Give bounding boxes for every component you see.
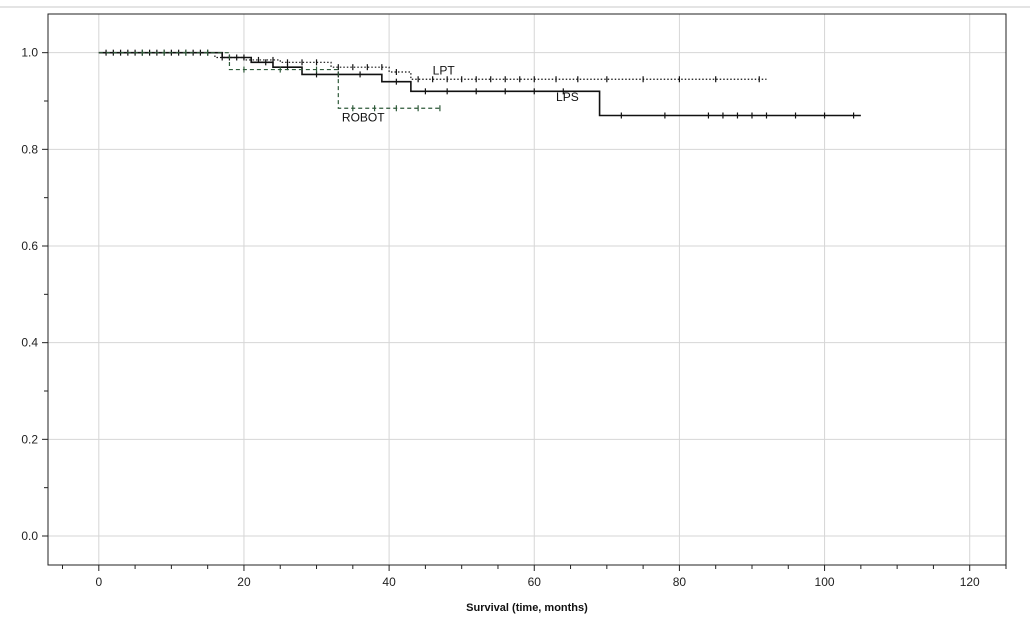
y-tick-label: 0.8: [21, 142, 38, 156]
x-tick-label: 20: [237, 575, 251, 589]
x-tick-label: 0: [95, 575, 102, 589]
series-robot: [98, 49, 441, 112]
x-tick-label: 40: [382, 575, 396, 589]
series-lps: [98, 49, 861, 119]
series-labels: LPT LPS ROBOT: [342, 63, 579, 124]
axes: 0 20 40 60 80 100 120 0.0 0.2 0.4 0.6 0.8 1.0: [21, 46, 1007, 589]
x-tick-label: 100: [815, 575, 835, 589]
grid-lines: [48, 14, 1006, 565]
series-lines: [98, 49, 861, 119]
y-tick-label: 0.0: [21, 529, 38, 543]
x-tick-label: 80: [673, 575, 687, 589]
plot-frame: [47, 13, 1007, 566]
x-tick-label: 60: [528, 575, 542, 589]
y-tick-label: 0.6: [21, 239, 38, 253]
series-line-lps: [98, 51, 861, 117]
x-tick-label: 120: [960, 575, 980, 589]
series-label-robot: ROBOT: [342, 110, 385, 124]
series-label-lps: LPS: [556, 90, 579, 104]
y-tick-label: 0.2: [21, 432, 38, 446]
y-tick-label: 0.4: [21, 336, 38, 350]
x-axis-title: Survival (time, months): [466, 602, 588, 614]
y-tick-label: 1.0: [21, 46, 38, 60]
series-label-lpt: LPT: [433, 63, 456, 77]
